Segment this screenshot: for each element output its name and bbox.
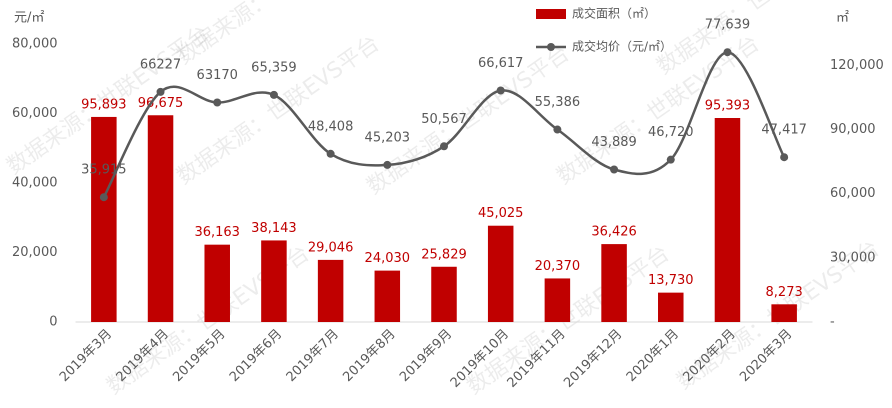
line-value-label: 65,359	[251, 60, 297, 75]
bar	[544, 278, 571, 322]
bar-value-label: 25,829	[421, 247, 467, 262]
line-value-label: 48,408	[308, 119, 354, 134]
x-tick-label: 2019年6月	[227, 327, 285, 385]
line-point	[780, 153, 789, 162]
bar	[431, 266, 457, 322]
bar	[91, 116, 117, 322]
line-point	[99, 193, 108, 202]
y2-tick-label: 90,000	[830, 122, 876, 137]
line-value-label: 66,617	[478, 56, 524, 71]
x-tick-label: 2019年12月	[561, 327, 625, 391]
y-tick-label: 60,000	[12, 106, 58, 121]
bar-value-label: 95,393	[705, 99, 751, 114]
x-tick-label: 2019年8月	[340, 327, 398, 385]
y2-tick-label: 60,000	[830, 186, 876, 201]
y-tick-label: 20,000	[12, 245, 58, 260]
legend-label: 成交面积（㎡）	[572, 6, 656, 21]
bar-value-label: 8,273	[766, 285, 803, 300]
legend-label: 成交均价（元/㎡）	[572, 39, 672, 54]
line-value-label: 50,567	[421, 112, 467, 127]
bar	[147, 115, 174, 323]
bar	[771, 304, 797, 322]
line-value-label: 46,720	[648, 125, 694, 140]
line-point	[269, 90, 278, 99]
line-value-label: 35,915	[81, 163, 127, 178]
line-point	[666, 155, 675, 164]
bar-value-label: 45,025	[478, 206, 524, 221]
line-value-label: 63170	[197, 68, 238, 83]
line-point	[213, 98, 222, 107]
line-value-label: 66227	[140, 57, 181, 72]
legend-swatch	[536, 9, 566, 19]
line-point	[440, 142, 448, 151]
bar	[714, 118, 741, 322]
line-point	[326, 149, 335, 158]
y2-tick-label: 30,000	[830, 250, 876, 265]
bar-value-label: 13,730	[648, 273, 694, 288]
bar	[204, 244, 230, 322]
bar	[317, 259, 344, 322]
bar	[374, 270, 401, 322]
x-tick-label: 2019年9月	[397, 327, 455, 385]
bar	[601, 244, 627, 322]
bar-value-label: 36,426	[591, 225, 637, 240]
x-tick-label: 2019年7月	[284, 327, 342, 385]
bar-value-label: 36,163	[194, 225, 240, 240]
legend-swatch	[547, 43, 555, 51]
line-value-label: 43,889	[591, 135, 637, 150]
y-unit: 元/㎡	[14, 11, 44, 26]
line-point	[610, 165, 619, 174]
bar	[658, 292, 684, 322]
line-value-label: 55,386	[535, 95, 581, 110]
line-value-label: 45,203	[365, 130, 411, 145]
line-point	[156, 87, 165, 96]
bar-value-label: 38,143	[251, 221, 297, 236]
line-point	[553, 125, 562, 134]
line-point	[723, 48, 732, 57]
y2-tick-label: 120,000	[830, 58, 884, 73]
line-value-label: 77,639	[705, 18, 751, 33]
line-point	[383, 160, 392, 169]
y-tick-label: 40,000	[12, 176, 58, 191]
y2-tick-label: -	[830, 315, 835, 330]
y-tick-label: 80,000	[12, 37, 58, 52]
bar	[261, 240, 287, 322]
bar-value-label: 96,675	[138, 96, 184, 111]
bar	[487, 225, 514, 322]
bar-value-label: 20,370	[535, 259, 581, 274]
line-point	[496, 86, 505, 95]
bar-value-label: 24,030	[365, 251, 411, 266]
line-value-label: 47,417	[761, 123, 807, 138]
y-tick-label: 0	[49, 315, 57, 330]
y2-unit: ㎡	[836, 11, 849, 26]
bar-value-label: 29,046	[308, 240, 354, 255]
bar-value-label: 95,893	[81, 97, 127, 112]
